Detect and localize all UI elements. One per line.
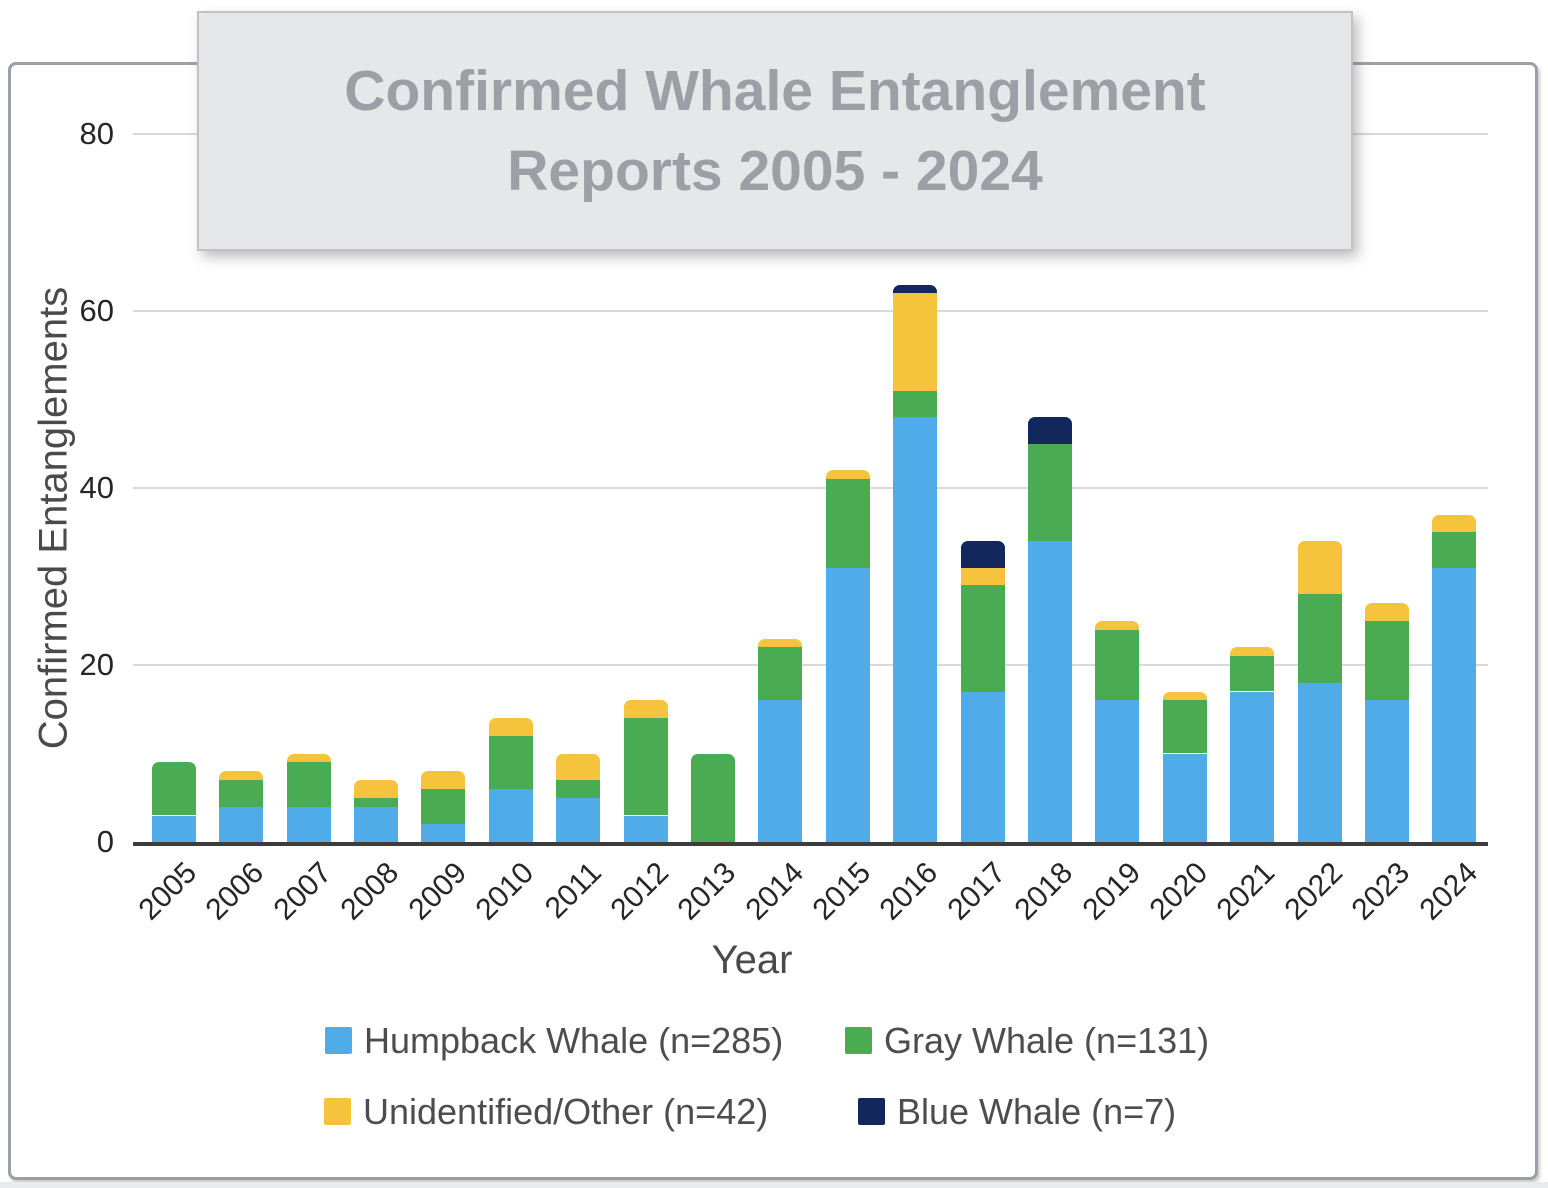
bar-segment-2016-gray xyxy=(893,390,938,418)
bar-segment-2012-humpback xyxy=(623,815,668,842)
bar-segment-2007-gray xyxy=(286,762,331,807)
legend-swatch-humpback xyxy=(325,1027,352,1054)
bar-segment-2021-humpback xyxy=(1230,691,1275,842)
bar-segment-2009-humpback xyxy=(421,824,466,842)
bar-segment-2017-gray xyxy=(960,585,1005,692)
y-tick-label-20: 20 xyxy=(79,647,114,682)
gridline-y-60 xyxy=(133,310,1488,312)
x-axis-title: Year xyxy=(711,938,793,982)
bar-segment-2010-unidentified/other xyxy=(488,718,533,736)
bar-segment-2012-gray xyxy=(623,718,668,816)
chart-title-line-2: Reports 2005 - 2024 xyxy=(507,139,1043,203)
y-tick-label-0: 0 xyxy=(96,824,114,859)
bar-segment-2015-humpback xyxy=(825,567,870,842)
bar-segment-2008-humpback xyxy=(353,806,398,842)
bar-segment-2016-unidentified/other xyxy=(893,293,938,391)
bar-segment-2014-humpback xyxy=(758,700,803,842)
legend-label-gray-whale: Gray Whale (n=131) xyxy=(884,1020,1210,1061)
bar-segment-2013-gray xyxy=(690,753,735,842)
gridline-y-40 xyxy=(133,487,1488,489)
bar-segment-2006-gray xyxy=(219,780,264,807)
bar-segment-2007-unidentified/other xyxy=(286,753,331,763)
bar-segment-2024-humpback xyxy=(1432,567,1477,842)
bar-segment-2006-unidentified/other xyxy=(219,771,264,780)
bar-segment-2012-unidentified/other xyxy=(623,700,668,719)
bar-segment-2019-unidentified/other xyxy=(1095,620,1140,630)
bar-segment-2006-humpback xyxy=(219,806,264,842)
bar-segment-2023-gray xyxy=(1364,620,1409,701)
bar-segment-2017-humpback xyxy=(960,691,1005,842)
bar-segment-2016-humpback xyxy=(893,417,938,842)
bar-segment-2020-humpback xyxy=(1162,753,1207,842)
bar-segment-2011-unidentified/other xyxy=(556,753,601,780)
bar-segment-2009-gray xyxy=(421,788,466,825)
bar-segment-2021-gray xyxy=(1230,656,1275,692)
bar-segment-2024-gray xyxy=(1432,532,1477,568)
bar-segment-2008-gray xyxy=(353,797,398,807)
bar-segment-2023-unidentified/other xyxy=(1364,603,1409,621)
x-axis-line xyxy=(133,842,1488,846)
bar-segment-2014-gray xyxy=(758,647,803,701)
page-bottom-strip xyxy=(0,1182,1548,1188)
bar-segment-2015-unidentified/other xyxy=(825,470,870,480)
bar-segment-2010-gray xyxy=(488,735,533,789)
bar-segment-2011-gray xyxy=(556,780,601,798)
bar-segment-2019-gray xyxy=(1095,629,1140,701)
bar-segment-2014-unidentified/other xyxy=(758,638,803,648)
legend-label-blue-whale: Blue Whale (n=7) xyxy=(897,1091,1177,1132)
legend-label-humpback: Humpback Whale (n=285) xyxy=(364,1020,784,1061)
bar-segment-2005-humpback xyxy=(151,815,196,842)
bar-segment-2024-unidentified/other xyxy=(1432,514,1477,533)
bar-segment-2011-humpback xyxy=(556,797,601,843)
bar-segment-2010-humpback xyxy=(488,788,533,842)
legend-swatch-blue-whale xyxy=(858,1098,885,1125)
bar-segment-2016-blue xyxy=(893,284,938,294)
bar-segment-2020-unidentified/other xyxy=(1162,691,1207,701)
bar-segment-2008-unidentified/other xyxy=(353,780,398,798)
bar-segment-2021-unidentified/other xyxy=(1230,647,1275,657)
bar-segment-2020-gray xyxy=(1162,700,1207,754)
bar-segment-2017-blue xyxy=(960,541,1005,568)
legend-swatch-gray-whale xyxy=(845,1027,872,1054)
legend-label-unidentified-other: Unidentified/Other (n=42) xyxy=(363,1091,769,1132)
chart-title-line-1: Confirmed Whale Entanglement xyxy=(344,59,1206,123)
bar-segment-2018-blue xyxy=(1027,417,1072,444)
bar-segment-2018-gray xyxy=(1027,443,1072,542)
bar-segment-2022-humpback xyxy=(1297,682,1342,842)
bar-segment-2023-humpback xyxy=(1364,700,1409,842)
bar-segment-2015-gray xyxy=(825,479,870,568)
bar-segment-2022-gray xyxy=(1297,594,1342,683)
y-tick-label-60: 60 xyxy=(79,293,114,328)
bar-segment-2007-humpback xyxy=(286,806,331,842)
bar-segment-2009-unidentified/other xyxy=(421,771,466,789)
bar-segment-2017-unidentified/other xyxy=(960,567,1005,586)
bar-segment-2018-humpback xyxy=(1027,541,1072,842)
gridline-y-20 xyxy=(133,664,1488,666)
y-tick-label-80: 80 xyxy=(79,116,114,151)
bar-segment-2022-unidentified/other xyxy=(1297,541,1342,595)
bar-segment-2005-gray xyxy=(151,762,196,816)
y-tick-label-40: 40 xyxy=(79,470,114,505)
legend-swatch-unidentified-other xyxy=(324,1098,351,1125)
bar-segment-2019-humpback xyxy=(1095,700,1140,842)
chart-title-box: Confirmed Whale Entanglement Reports 200… xyxy=(197,11,1353,251)
